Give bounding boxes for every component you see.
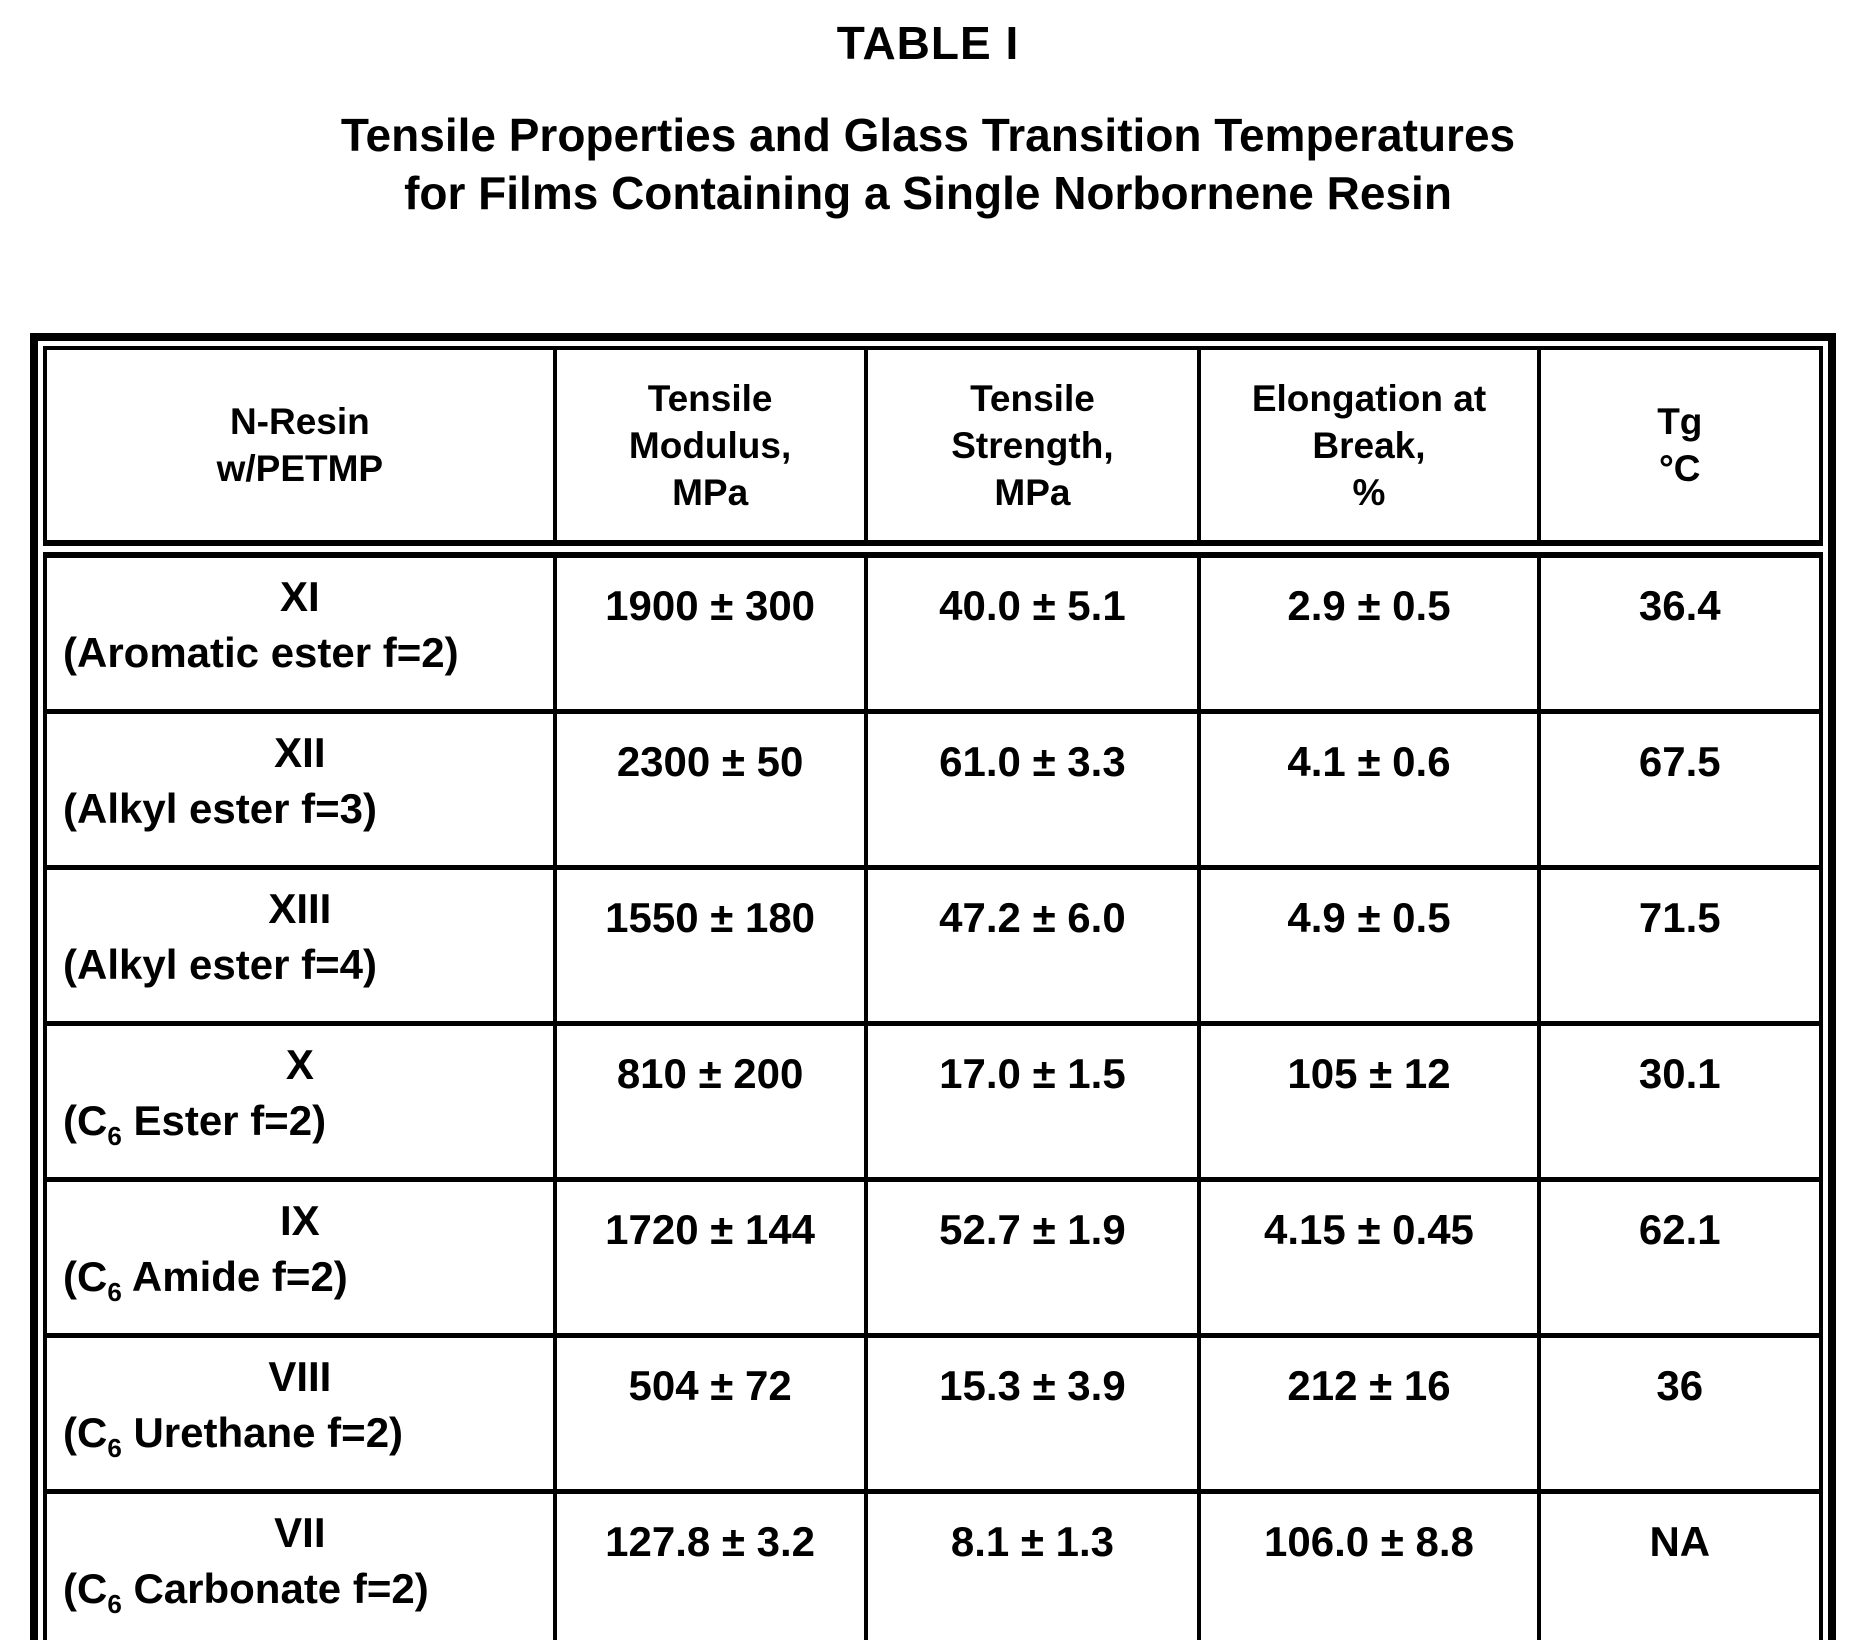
resin-desc-text: Urethane f=2) — [121, 1409, 404, 1456]
resin-desc-subscript: 6 — [107, 1589, 122, 1619]
resin-cell: XI (Aromatic ester f=2) — [43, 546, 557, 714]
tg-cell: 30.1 — [1536, 1021, 1824, 1182]
table-row: IX (C6 Amide f=2) 1720 ± 144 52.7 ± 1.9 … — [43, 1177, 1824, 1338]
modulus-cell: 127.8 ± 3.2 — [552, 1489, 868, 1640]
table-caption: Tensile Properties and Glass Transition … — [0, 106, 1856, 222]
header-line: Tensile — [647, 377, 773, 419]
modulus-cell: 1900 ± 300 — [552, 546, 868, 714]
strength-cell: 8.1 ± 1.3 — [863, 1489, 1202, 1640]
resin-desc: (Aromatic ester f=2) — [47, 630, 553, 699]
resin-desc-text: (C — [63, 1097, 108, 1144]
resin-desc-subscript: 6 — [107, 1121, 122, 1151]
resin-id: XI — [280, 573, 320, 620]
table-row: VII (C6 Carbonate f=2) 127.8 ± 3.2 8.1 ±… — [43, 1489, 1824, 1640]
strength-cell: 17.0 ± 1.5 — [863, 1021, 1202, 1182]
tg-cell: 36 — [1536, 1333, 1824, 1494]
resin-cell: XIII (Alkyl ester f=4) — [43, 865, 557, 1026]
table-row: XI (Aromatic ester f=2) 1900 ± 300 40.0 … — [43, 546, 1824, 714]
resin-desc: (Alkyl ester f=3) — [47, 786, 553, 855]
resin-id: X — [285, 1041, 314, 1088]
resin-cell: X (C6 Ester f=2) — [43, 1021, 557, 1182]
elongation-cell: 4.15 ± 0.45 — [1197, 1177, 1541, 1338]
resin-desc-text: (C — [63, 1409, 108, 1456]
tg-cell: 62.1 — [1536, 1177, 1824, 1338]
resin-desc-text: (Alkyl ester f=4) — [63, 941, 377, 988]
resin-desc: (C6 Carbonate f=2) — [47, 1566, 553, 1635]
strength-cell: 47.2 ± 6.0 — [863, 865, 1202, 1026]
caption-line-1: Tensile Properties and Glass Transition … — [340, 109, 1516, 161]
resin-id: IX — [280, 1197, 320, 1244]
resin-desc: (C6 Amide f=2) — [47, 1254, 553, 1323]
elongation-cell: 2.9 ± 0.5 — [1197, 546, 1541, 714]
table-row: XII (Alkyl ester f=3) 2300 ± 50 61.0 ± 3… — [43, 709, 1824, 870]
table-label: TABLE I — [836, 17, 1020, 69]
header-row: N-Resin w/PETMP Tensile Modulus, MPa Ten… — [43, 346, 1824, 558]
resin-desc-text: (C — [63, 1565, 108, 1612]
strength-cell: 61.0 ± 3.3 — [863, 709, 1202, 870]
resin-desc: (C6 Ester f=2) — [47, 1098, 553, 1167]
header-line: °C — [1659, 448, 1701, 489]
elongation-cell: 105 ± 12 — [1197, 1021, 1541, 1182]
modulus-cell: 1720 ± 144 — [552, 1177, 868, 1338]
resin-cell: XII (Alkyl ester f=3) — [43, 709, 557, 870]
resin-desc-subscript: 6 — [107, 1433, 122, 1463]
resin-cell: VII (C6 Carbonate f=2) — [43, 1489, 557, 1640]
strength-cell: 15.3 ± 3.9 — [863, 1333, 1202, 1494]
elongation-cell: 4.1 ± 0.6 — [1197, 709, 1541, 870]
header-line: Tensile — [970, 377, 1095, 419]
resin-desc-text: Ester f=2) — [121, 1097, 327, 1144]
col-header-strength: Tensile Strength, MPa — [863, 346, 1202, 558]
table-row: X (C6 Ester f=2) 810 ± 200 17.0 ± 1.5 10… — [43, 1021, 1824, 1182]
header-line: Elongation at — [1251, 377, 1487, 419]
modulus-cell: 504 ± 72 — [552, 1333, 868, 1494]
resin-desc-text: Carbonate f=2) — [121, 1565, 429, 1612]
resin-desc-text: Amide f=2) — [121, 1253, 348, 1300]
resin-id: XIII — [268, 885, 332, 932]
data-table-frame: N-Resin w/PETMP Tensile Modulus, MPa Ten… — [30, 333, 1836, 1640]
strength-cell: 52.7 ± 1.9 — [863, 1177, 1202, 1338]
resin-cell: VIII (C6 Urethane f=2) — [43, 1333, 557, 1494]
resin-desc-text: (Alkyl ester f=3) — [63, 785, 377, 832]
header-line: Break, — [1312, 424, 1426, 466]
col-header-nresin: N-Resin w/PETMP — [43, 346, 557, 558]
resin-desc-text: (C — [63, 1253, 108, 1300]
header-line: MPa — [672, 471, 749, 513]
col-header-tg: Tg °C — [1536, 346, 1824, 558]
resin-id: VII — [274, 1509, 326, 1556]
resin-desc-text: (Aromatic ester f=2) — [63, 629, 459, 676]
header-line: N-Resin — [229, 401, 370, 442]
strength-cell: 40.0 ± 5.1 — [863, 546, 1202, 714]
resin-desc: (Alkyl ester f=4) — [47, 942, 553, 1011]
tg-cell: 36.4 — [1536, 546, 1824, 714]
col-header-elongation: Elongation at Break, % — [1197, 346, 1541, 558]
header-line: Strength, — [951, 424, 1114, 466]
tg-cell: 71.5 — [1536, 865, 1824, 1026]
resin-cell: IX (C6 Amide f=2) — [43, 1177, 557, 1338]
header-line: Tg — [1657, 401, 1703, 442]
header-line: % — [1352, 471, 1386, 513]
modulus-cell: 2300 ± 50 — [552, 709, 868, 870]
col-header-modulus: Tensile Modulus, MPa — [552, 346, 868, 558]
modulus-cell: 1550 ± 180 — [552, 865, 868, 1026]
elongation-cell: 4.9 ± 0.5 — [1197, 865, 1541, 1026]
caption-line-2: for Films Containing a Single Norbornene… — [404, 167, 1452, 219]
table-row: VIII (C6 Urethane f=2) 504 ± 72 15.3 ± 3… — [43, 1333, 1824, 1494]
header-line: Modulus, — [628, 424, 792, 466]
header-line: MPa — [994, 471, 1071, 513]
resin-desc-subscript: 6 — [107, 1277, 122, 1307]
tensile-properties-table: N-Resin w/PETMP Tensile Modulus, MPa Ten… — [43, 346, 1824, 1640]
tg-cell: NA — [1536, 1489, 1824, 1640]
table-row: XIII (Alkyl ester f=4) 1550 ± 180 47.2 ±… — [43, 865, 1824, 1026]
elongation-cell: 106.0 ± 8.8 — [1197, 1489, 1541, 1640]
elongation-cell: 212 ± 16 — [1197, 1333, 1541, 1494]
modulus-cell: 810 ± 200 — [552, 1021, 868, 1182]
tg-cell: 67.5 — [1536, 709, 1824, 870]
header-line: w/PETMP — [216, 448, 384, 489]
resin-id: XII — [274, 729, 326, 776]
resin-id: VIII — [268, 1353, 332, 1400]
resin-desc: (C6 Urethane f=2) — [47, 1410, 553, 1479]
